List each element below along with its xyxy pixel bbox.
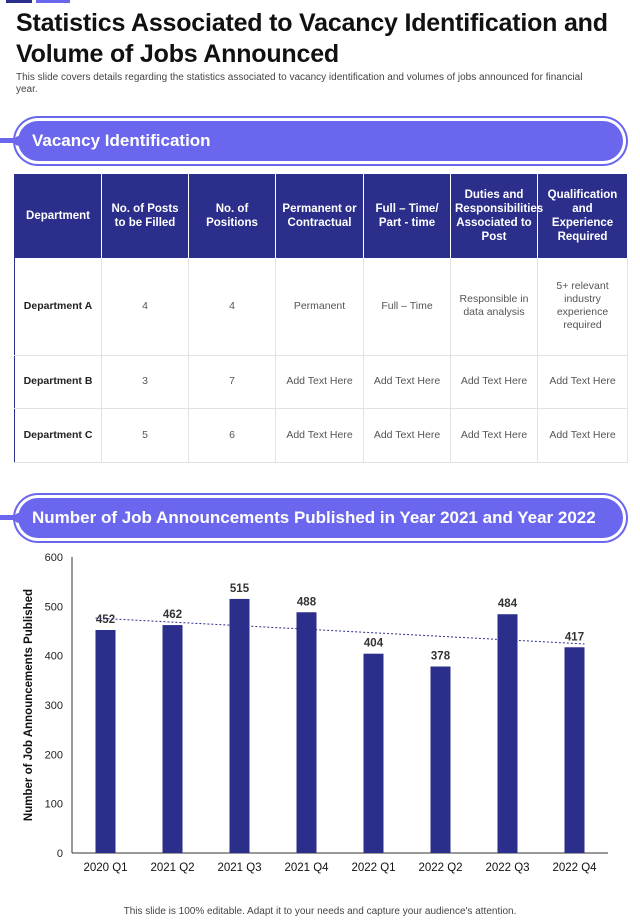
header-posts: No. of Posts to be Filled: [101, 174, 189, 258]
vacancy-banner-label: Vacancy Identification: [32, 131, 211, 150]
data-label: 417: [565, 631, 584, 643]
x-tick-label: 2021 Q4: [284, 862, 329, 874]
data-label: 404: [364, 638, 384, 650]
top-accent-light: [36, 0, 70, 3]
bar: [363, 653, 384, 853]
cell-posts: 5: [101, 408, 189, 463]
y-tick-label: 500: [45, 601, 63, 613]
cell-department: Department A: [14, 258, 102, 356]
vacancy-table: Department No. of Posts to be Filled No.…: [14, 174, 628, 463]
bar: [229, 598, 250, 853]
cell-posts: 4: [101, 258, 189, 356]
cell-permanent: Add Text Here: [275, 408, 364, 463]
cell-qualification: Add Text Here: [537, 408, 628, 463]
banner-connector: [0, 515, 20, 520]
data-label: 515: [230, 583, 250, 595]
banner-dot: [14, 513, 24, 523]
header-fulltime: Full – Time/ Part - time: [363, 174, 451, 258]
cell-qualification: Add Text Here: [537, 355, 628, 409]
bar: [497, 614, 518, 853]
cell-duties: Responsible in data analysis: [450, 258, 538, 356]
vacancy-banner: Vacancy Identification: [18, 121, 623, 161]
table-row: Department A 4 4 Permanent Full – Time R…: [14, 258, 628, 356]
y-axis-title: Number of Job Announcements Published: [23, 589, 35, 821]
x-tick-label: 2022 Q3: [485, 862, 529, 874]
x-tick-label: 2022 Q4: [552, 862, 597, 874]
jobs-banner-label: Number of Job Announcements Published in…: [32, 508, 596, 527]
page-title: Statistics Associated to Vacancy Identif…: [16, 9, 608, 68]
x-tick-label: 2021 Q2: [150, 862, 194, 874]
footer-note: This slide is 100% editable. Adapt it to…: [123, 906, 517, 917]
cell-qualification: 5+ relevant industry experience required: [537, 258, 628, 356]
x-tick-label: 2022 Q2: [418, 862, 462, 874]
cell-posts: 3: [101, 355, 189, 409]
cell-fulltime: Full – Time: [363, 258, 451, 356]
data-label: 484: [498, 598, 518, 610]
table-header-row: Department No. of Posts to be Filled No.…: [14, 174, 628, 258]
bar: [162, 625, 183, 853]
top-accent-dark: [6, 0, 32, 3]
y-tick-label: 0: [57, 848, 63, 860]
cell-positions: 6: [188, 408, 276, 463]
x-tick-label: 2020 Q1: [83, 862, 127, 874]
cell-positions: 7: [188, 355, 276, 409]
table-row: Department C 5 6 Add Text Here Add Text …: [14, 408, 628, 463]
data-label: 488: [297, 596, 317, 608]
banner-connector: [0, 138, 20, 143]
y-tick-label: 400: [45, 651, 63, 663]
cell-permanent: Add Text Here: [275, 355, 364, 409]
data-label: 378: [431, 651, 451, 663]
x-tick-label: 2022 Q1: [351, 862, 395, 874]
header-duties: Duties and Responsibilities Associated t…: [450, 174, 543, 258]
cell-fulltime: Add Text Here: [363, 355, 451, 409]
data-label: 452: [96, 614, 115, 626]
trendline: [95, 617, 585, 645]
cell-duties: Add Text Here: [450, 355, 538, 409]
table-row: Department B 3 7 Add Text Here Add Text …: [14, 355, 628, 409]
bar: [564, 647, 585, 853]
cell-duties: Add Text Here: [450, 408, 538, 463]
header-qualification: Qualification and Experience Required: [537, 174, 628, 258]
banner-dot: [14, 136, 24, 146]
x-tick-label: 2021 Q3: [217, 862, 261, 874]
bar: [430, 666, 451, 853]
header-department: Department: [14, 174, 102, 258]
header-positions: No. of Positions: [188, 174, 276, 258]
cell-department: Department B: [14, 355, 102, 409]
y-tick-label: 600: [45, 552, 63, 564]
bar: [296, 612, 317, 853]
cell-permanent: Permanent: [275, 258, 364, 356]
job-announcements-chart: 0 100 200 300 400 500 600 Number of Job Announc…: [23, 552, 608, 874]
y-tick-label: 300: [45, 700, 63, 712]
jobs-banner: Number of Job Announcements Published in…: [18, 498, 623, 538]
cell-positions: 4: [188, 258, 276, 356]
bar: [95, 630, 116, 853]
cell-department: Department C: [14, 408, 102, 463]
y-tick-label: 200: [45, 749, 63, 761]
cell-fulltime: Add Text Here: [363, 408, 451, 463]
data-label: 462: [163, 609, 182, 621]
y-tick-label: 100: [45, 799, 63, 811]
header-permanent: Permanent or Contractual: [275, 174, 364, 258]
page-subtitle: This slide covers details regarding the …: [16, 72, 583, 95]
